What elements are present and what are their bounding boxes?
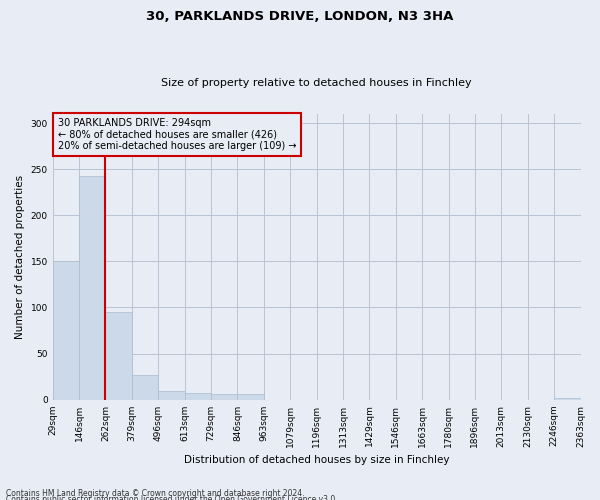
Title: Size of property relative to detached houses in Finchley: Size of property relative to detached ho… [161, 78, 472, 88]
Bar [79, 176, 106, 400]
Bar [554, 398, 581, 400]
Y-axis label: Number of detached properties: Number of detached properties [15, 174, 25, 339]
Bar [106, 312, 132, 400]
Text: Contains HM Land Registry data © Crown copyright and database right 2024.: Contains HM Land Registry data © Crown c… [6, 488, 305, 498]
Bar [211, 394, 238, 400]
Bar [158, 392, 185, 400]
Bar [53, 262, 79, 400]
Text: 30, PARKLANDS DRIVE, LONDON, N3 3HA: 30, PARKLANDS DRIVE, LONDON, N3 3HA [146, 10, 454, 23]
Bar [132, 375, 158, 400]
X-axis label: Distribution of detached houses by size in Finchley: Distribution of detached houses by size … [184, 455, 449, 465]
Text: Contains public sector information licensed under the Open Government Licence v3: Contains public sector information licen… [6, 495, 338, 500]
Text: 30 PARKLANDS DRIVE: 294sqm
← 80% of detached houses are smaller (426)
20% of sem: 30 PARKLANDS DRIVE: 294sqm ← 80% of deta… [58, 118, 296, 152]
Bar [185, 393, 211, 400]
Bar [238, 394, 264, 400]
